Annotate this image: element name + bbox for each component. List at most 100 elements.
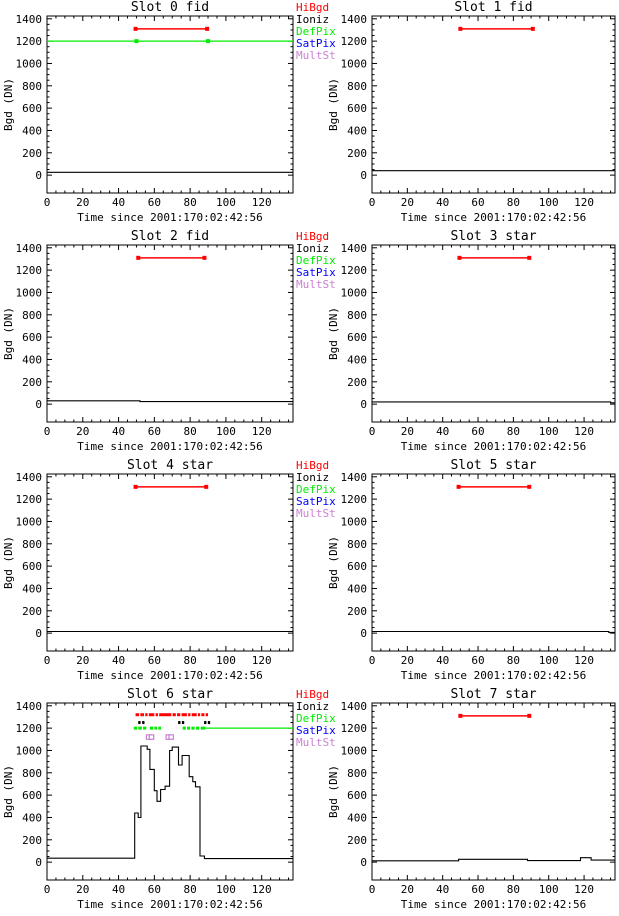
axes-box (46, 702, 294, 881)
x-tick-label: 60 (471, 425, 484, 438)
x-tick-label: 20 (76, 425, 89, 438)
y-tick-label: 1000 (341, 57, 368, 70)
panel-slot-3: Slot 3 star 0 20 40 60 80 100 120 0 200 400 600 800 1… (310, 229, 619, 458)
panel-slot-4: Slot 4 star 0 20 40 60 80 100 120 0 200 400 600 800 1… (0, 458, 336, 687)
y-axis-title: Bgd (DN) (2, 78, 15, 131)
x-tick-label: 120 (252, 425, 272, 438)
hibgd-flag-marker (202, 255, 207, 260)
y-tick-label: 400 (22, 582, 42, 595)
x-tick-label: 40 (112, 425, 125, 438)
legend-label-satpix: SatPix (296, 266, 336, 279)
y-axis-title: Bgd (DN) (327, 765, 340, 818)
y-tick-label: 600 (347, 560, 367, 573)
x-tick-label: 60 (148, 654, 161, 667)
x-tick-label: 60 (471, 883, 484, 896)
x-tick-label: 80 (184, 196, 197, 209)
y-tick-label: 1400 (16, 471, 43, 484)
y-tick-label: 0 (360, 856, 367, 869)
y-tick-label: 1400 (341, 13, 368, 26)
panel-slot-7: Slot 7 star 0 20 40 60 80 100 120 0 200 400 600 800 1… (310, 687, 619, 915)
y-tick-label: 200 (22, 376, 42, 389)
hibgd-flag-marker (530, 26, 535, 31)
axes-box (371, 244, 616, 423)
axes-box (371, 15, 616, 194)
x-tick-label: 120 (252, 654, 272, 667)
x-tick-label: 120 (252, 196, 272, 209)
y-tick-label: 800 (22, 538, 42, 551)
y-tick-label: 400 (22, 124, 42, 137)
x-tick-label: 80 (507, 196, 520, 209)
legend-label-multst: MultSt (296, 278, 336, 291)
bgd-line (372, 630, 615, 633)
x-tick-label: 100 (539, 196, 559, 209)
y-tick-label: 600 (22, 560, 42, 573)
x-tick-label: 0 (369, 883, 376, 896)
x-axis-title: Time since 2001:170:02:42:56 (401, 669, 586, 682)
y-tick-label: 1400 (341, 242, 368, 255)
x-tick-label: 40 (112, 654, 125, 667)
y-tick-label: 1200 (16, 35, 43, 48)
y-tick-label: 400 (347, 582, 367, 595)
x-axis-title: Time since 2001:170:02:42:56 (401, 211, 586, 224)
x-tick-label: 100 (216, 196, 236, 209)
panel-title: Slot 7 star (450, 687, 536, 702)
x-tick-label: 120 (574, 196, 594, 209)
y-tick-label: 800 (22, 309, 42, 322)
panel-title: Slot 1 fid (454, 0, 532, 15)
x-tick-label: 120 (252, 883, 272, 896)
x-tick-label: 60 (471, 196, 484, 209)
axes-box (46, 244, 294, 423)
x-tick-label: 120 (574, 883, 594, 896)
panel-title: Slot 3 star (450, 229, 536, 244)
y-tick-label: 600 (22, 331, 42, 344)
x-tick-label: 80 (184, 883, 197, 896)
y-tick-label: 1400 (16, 13, 43, 26)
y-tick-label: 600 (347, 331, 367, 344)
hibgd-flag-marker (527, 484, 532, 489)
panel-slot-5: Slot 5 star 0 20 40 60 80 100 120 0 200 400 600 800 1… (310, 458, 619, 687)
bgd-line (47, 745, 293, 860)
x-tick-label: 40 (436, 425, 449, 438)
y-tick-label: 600 (347, 102, 367, 115)
x-tick-label: 40 (112, 883, 125, 896)
x-tick-label: 100 (216, 425, 236, 438)
x-tick-label: 60 (148, 425, 161, 438)
x-axis-title: Time since 2001:170:02:42:56 (77, 898, 262, 911)
y-tick-label: 1000 (16, 286, 43, 299)
panel-slot-6: Slot 6 star 0 20 40 60 80 100 120 0 200 400 600 800 1… (0, 687, 336, 915)
panel-title: Slot 5 star (450, 458, 536, 473)
legend-label-defpix: DefPix (296, 254, 336, 267)
y-tick-label: 800 (22, 767, 42, 780)
y-tick-label: 800 (347, 80, 367, 93)
x-tick-label: 20 (76, 196, 89, 209)
panel-title: Slot 4 star (127, 458, 213, 473)
y-tick-label: 1400 (341, 471, 368, 484)
x-tick-label: 60 (471, 654, 484, 667)
x-tick-label: 40 (436, 883, 449, 896)
axes-box (371, 702, 616, 881)
y-tick-label: 0 (360, 398, 367, 411)
hibgd-flag-marker (457, 255, 462, 260)
x-axis-title: Time since 2001:170:02:42:56 (401, 898, 586, 911)
x-tick-label: 0 (369, 654, 376, 667)
y-tick-label: 200 (22, 147, 42, 160)
y-tick-label: 400 (22, 811, 42, 824)
y-tick-label: 1000 (341, 286, 368, 299)
y-tick-label: 1200 (341, 264, 368, 277)
axes-box (46, 15, 294, 194)
y-tick-label: 0 (35, 169, 42, 182)
multst-flag-marker (148, 734, 155, 740)
y-tick-label: 800 (347, 309, 367, 322)
x-tick-label: 0 (369, 425, 376, 438)
x-tick-label: 20 (401, 196, 414, 209)
y-axis-title: Bgd (DN) (327, 536, 340, 589)
legend-label-ioniz: Ioniz (296, 700, 329, 713)
x-tick-label: 60 (148, 883, 161, 896)
bgd-line (372, 857, 615, 862)
legend-label-satpix: SatPix (296, 37, 336, 50)
x-tick-label: 0 (44, 425, 51, 438)
x-tick-label: 20 (401, 425, 414, 438)
